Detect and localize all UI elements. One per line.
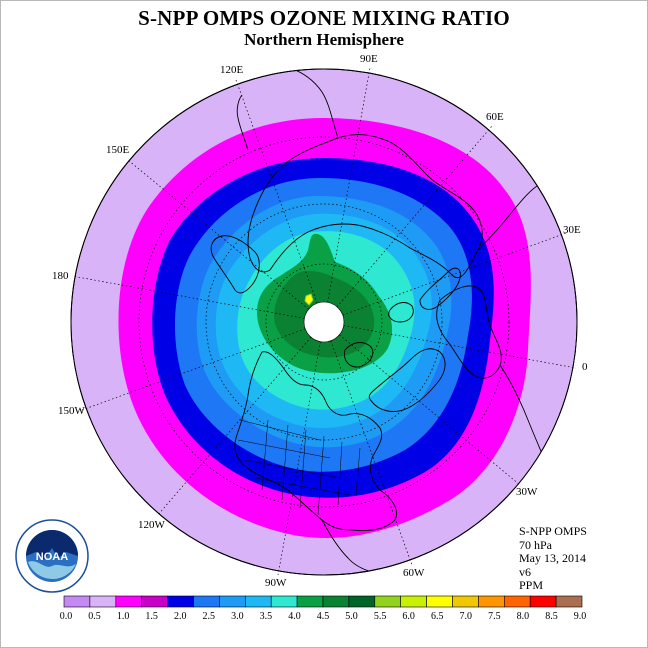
lon-label-90e: 90E: [360, 53, 378, 65]
colorbar-tick-label: 6.0: [402, 611, 415, 622]
colorbar-labels: 0.0 0.5 1.0 1.5 2.0 2.5 3.0 3.5 4.0 4.5 5.0 5.5 6.0 6…: [60, 611, 587, 622]
contour-peak: [304, 293, 314, 306]
meridian-30e: [323, 232, 567, 323]
colorbar-tick-label: 2.0: [174, 611, 187, 622]
colorbar-tick-label: 0.5: [88, 611, 101, 622]
colorbar-tick-label: 3.0: [231, 611, 244, 622]
lon-label-0: 0: [582, 361, 588, 373]
longitude-labels: 90E 60E 30E 0 30W 60W 90W 120W 150W 180 …: [52, 53, 588, 589]
colorbar-swatch: [400, 595, 427, 608]
lon-label-150w: 150W: [58, 405, 86, 417]
product-info: S-NPP OMPS 70 hPa May 13, 2014 v6 PPM: [519, 524, 587, 593]
meridian-120w: [156, 321, 325, 517]
coastline-arctic-islands: [344, 302, 414, 368]
info-level: 70 hPa: [519, 537, 552, 552]
graticule: [71, 67, 577, 576]
colorbar-tick-label: 5.5: [374, 611, 387, 622]
lon-label-30w: 30W: [516, 486, 538, 498]
colorbar-tick-label: 1.0: [117, 611, 130, 622]
lon-label-60w: 60W: [403, 567, 425, 579]
colorbar-swatch: [115, 595, 143, 608]
colorbar-swatch: [529, 595, 557, 608]
noaa-logo-text: NOAA: [36, 551, 68, 563]
state-borders: [237, 419, 361, 516]
meridian-150w: [81, 321, 325, 411]
colorbar-tick-label: 5.0: [345, 611, 358, 622]
meridian-90e: [323, 67, 371, 323]
meridian-0: [323, 321, 577, 369]
coastline-north-america: [234, 351, 397, 532]
polar-data-gap: [303, 301, 345, 343]
coastline-alaska: [210, 235, 260, 294]
colorbar-swatch: [270, 595, 298, 608]
map-boundary: [70, 68, 578, 576]
meridian-180: [71, 275, 325, 323]
coastline-central-america: [321, 519, 373, 573]
lon-label-60e: 60E: [486, 111, 504, 123]
info-date: May 13, 2014: [519, 551, 586, 565]
colorbar-swatch: [63, 595, 91, 608]
colorbar-tick-label: 8.0: [517, 611, 530, 622]
colorbar-swatch: [374, 595, 401, 608]
page-subtitle: Northern Hemisphere: [244, 30, 404, 49]
colorbar-swatch: [452, 595, 479, 608]
latitude-circle-30: [138, 136, 510, 508]
meridian-30w: [323, 321, 521, 486]
colorbar-tick-label: 0.0: [60, 611, 73, 622]
colorbar-swatch: [503, 595, 531, 608]
colorbar-tick-label: 8.5: [545, 611, 558, 622]
info-version: v6: [519, 564, 531, 579]
lon-label-30e: 30E: [563, 224, 581, 236]
colorbar-tick-label: 4.5: [317, 611, 330, 622]
noaa-logo: NOAA: [15, 519, 89, 593]
meridian-60w: [323, 321, 413, 566]
lon-label-90w: 90W: [265, 577, 287, 589]
colorbar-swatch: [478, 595, 505, 608]
lon-label-120e: 120E: [220, 64, 244, 76]
colorbar-swatch: [348, 595, 376, 608]
colorbar: [63, 595, 583, 608]
colorbar-tick-label: 3.5: [260, 611, 273, 622]
colorbar-swatch: [167, 595, 194, 608]
colorbar-tick-label: 4.0: [288, 611, 301, 622]
colorbar-swatch: [89, 595, 117, 608]
colorbar-tick-label: 2.5: [203, 611, 216, 622]
coastlines: [210, 69, 553, 573]
colorbar-swatch: [426, 595, 453, 608]
coastline-japan: [236, 94, 249, 151]
info-units: PPM: [519, 578, 544, 592]
colorbar-swatch: [141, 595, 168, 608]
coastline-scandinavia: [419, 267, 461, 310]
lon-label-180: 180: [52, 270, 69, 282]
colorbar-swatch: [245, 595, 272, 608]
colorbar-swatch: [322, 595, 350, 608]
colorbar-swatch: [555, 595, 583, 608]
colorbar-tick-label: 9.0: [574, 611, 587, 622]
latitude-circle-50: [205, 203, 443, 441]
info-instrument: S-NPP OMPS: [519, 524, 587, 538]
meridian-120e: [235, 79, 325, 323]
colorbar-tick-label: 7.0: [460, 611, 473, 622]
lon-label-120w: 120W: [138, 519, 166, 531]
coastline-china-coast: [289, 69, 339, 139]
coastline-india: [477, 183, 541, 251]
colorbar-swatch: [193, 595, 220, 608]
coastline-greenland: [368, 348, 446, 412]
colorbar-swatch: [296, 595, 324, 608]
colorbar-swatch: [219, 595, 246, 608]
meridian-90w: [277, 321, 325, 576]
latitude-circle-70: [265, 263, 383, 381]
lon-label-150e: 150E: [106, 144, 130, 156]
coastline-asia: [247, 134, 483, 278]
meridian-60e: [323, 125, 493, 323]
colorbar-tick-label: 6.5: [431, 611, 444, 622]
page-title: S-NPP OMPS OZONE MIXING RATIO: [138, 6, 510, 30]
colorbar-tick-label: 1.5: [145, 611, 158, 622]
colorbar-tick-label: 7.5: [488, 611, 501, 622]
